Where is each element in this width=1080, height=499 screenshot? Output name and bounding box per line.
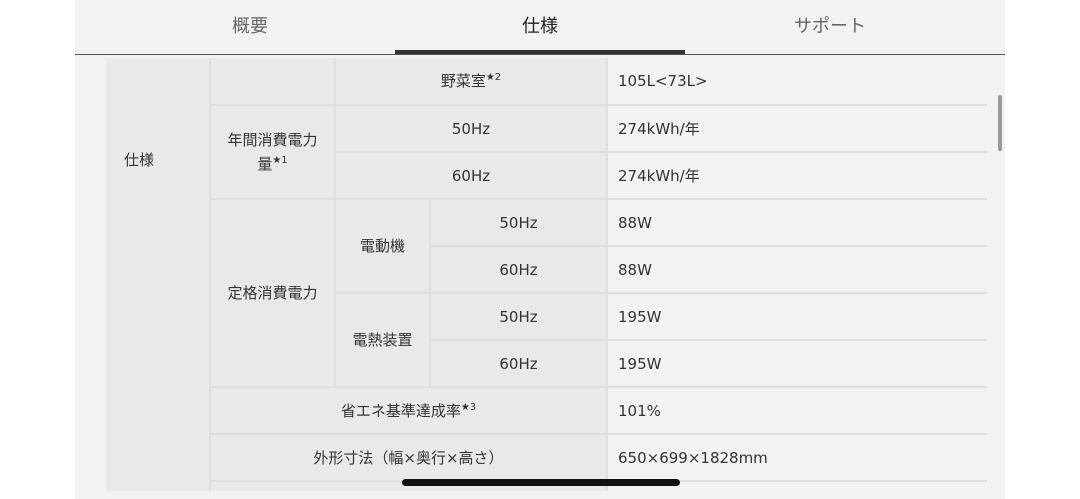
annual-power-label: 年間消費電力量★1: [209, 104, 336, 200]
next-row-value: [606, 480, 987, 491]
motor-50hz-value: 88W: [606, 198, 987, 247]
heater-60hz-value: 195W: [606, 339, 987, 388]
heater-label: 電熱装置: [334, 292, 431, 388]
annual-50hz-value: 274kWh/年: [606, 104, 987, 153]
dimensions-value: 650×699×1828mm: [606, 433, 987, 482]
blank-cell: [209, 58, 336, 106]
vegetable-value: 105L<73L>: [606, 58, 987, 106]
motor-label: 電動機: [334, 198, 431, 294]
tab-bar: 概要 仕様 サポート: [75, 0, 1005, 55]
heater-60hz-label: 60Hz: [429, 339, 608, 388]
section-label: 仕様: [106, 58, 211, 491]
tab-specs[interactable]: 仕様: [522, 16, 558, 37]
heater-50hz-value: 195W: [606, 292, 987, 341]
scrollbar[interactable]: [998, 95, 1002, 151]
active-tab-indicator: [395, 50, 685, 54]
tab-support[interactable]: サポート: [794, 16, 866, 37]
annual-50hz-label: 50Hz: [334, 104, 608, 153]
motor-50hz-label: 50Hz: [429, 198, 608, 247]
heater-50hz-label: 50Hz: [429, 292, 608, 341]
energy-rate-value: 101%: [606, 386, 987, 435]
motor-60hz-value: 88W: [606, 245, 987, 294]
annual-60hz-value: 274kWh/年: [606, 151, 987, 200]
energy-rate-label: 省エネ基準達成率★3: [209, 386, 608, 435]
home-indicator[interactable]: [402, 479, 680, 486]
annual-60hz-label: 60Hz: [334, 151, 608, 200]
dimensions-label: 外形寸法（幅×奥行×高さ）: [209, 433, 608, 482]
rated-power-label: 定格消費電力: [209, 198, 336, 388]
spec-table: 仕様 野菜室★2 105L<73L> 年間消費電力量★1 50Hz 274kWh…: [106, 58, 987, 491]
tab-overview[interactable]: 概要: [232, 16, 268, 37]
motor-60hz-label: 60Hz: [429, 245, 608, 294]
spec-panel: 概要 仕様 サポート 仕様 野菜室★2 105L<73L> 年間消費電力量★1 …: [75, 0, 1005, 499]
vegetable-label: 野菜室★2: [334, 58, 608, 106]
